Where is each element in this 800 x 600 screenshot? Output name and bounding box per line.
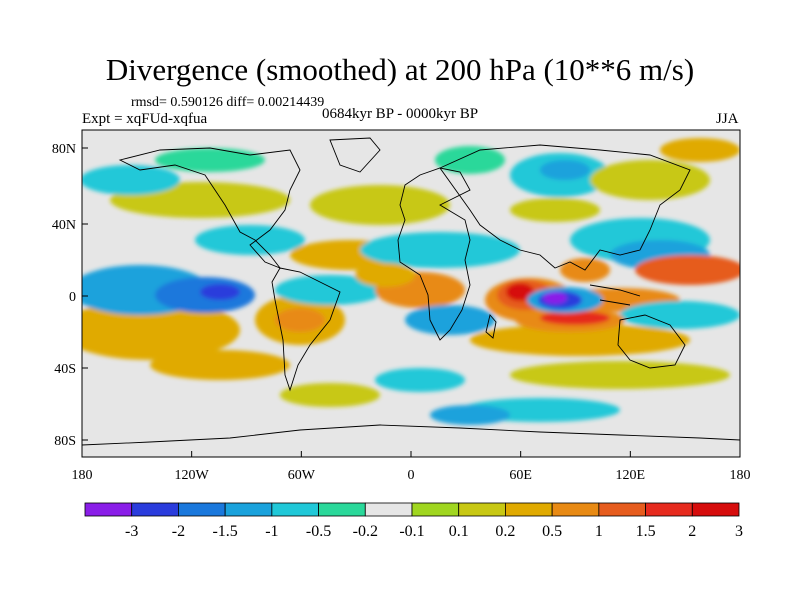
lon-tick-label: 0 xyxy=(408,468,415,483)
europe-africa-coast xyxy=(397,167,471,341)
lat-tick-label: 80N xyxy=(52,142,76,157)
field-patch xyxy=(510,361,730,389)
colorbar-swatch xyxy=(271,502,319,517)
field-patch xyxy=(590,160,710,200)
field-patch xyxy=(470,324,690,356)
colorbar-label: -2 xyxy=(172,523,185,540)
colorbar-swatch xyxy=(691,502,740,517)
colorbar-swatch xyxy=(551,502,600,517)
field-patch xyxy=(405,305,495,335)
field-patch xyxy=(355,263,415,287)
colorbar-label: 0.5 xyxy=(542,523,562,540)
colorbar-label: 3 xyxy=(735,523,743,540)
field-patch xyxy=(540,160,590,180)
lon-tick-label: 180 xyxy=(72,468,93,483)
lat-tick-label: 40S xyxy=(54,362,76,377)
greenland-coast xyxy=(329,137,381,173)
madagascar-coast xyxy=(485,314,497,339)
asia-coast xyxy=(439,144,691,271)
indonesia-coast xyxy=(589,284,641,306)
colorbar-swatch xyxy=(224,502,273,517)
field-patch xyxy=(435,146,505,174)
field-patch xyxy=(155,148,265,172)
field-patch xyxy=(82,300,240,360)
colorbar-swatch xyxy=(84,502,133,517)
colorbar-swatch xyxy=(505,502,553,517)
colorbar-swatch xyxy=(364,502,413,517)
colorbar: -3 -2 -1.5 -1 -0.5 -0.2 -0.1 0.1 0.2 0.5 1 1.5 2 3 xyxy=(84,502,743,540)
field-patch xyxy=(543,292,567,304)
colorbar-swatch xyxy=(645,502,693,517)
field-patch xyxy=(82,165,180,195)
field-patch xyxy=(430,405,510,425)
lat-tick-label: 0 xyxy=(69,290,76,305)
field-patch xyxy=(195,225,305,255)
field-patch xyxy=(275,275,385,305)
colorbar-label: 2 xyxy=(688,523,696,540)
field-patch xyxy=(150,350,290,380)
colorbar-label: 0.2 xyxy=(495,523,515,540)
map-axes: 180 120W 60W 0 60E 120E 180 80N 40N 0 40S 80S xyxy=(52,142,751,483)
field-patch xyxy=(200,284,240,300)
lon-tick-label: 60W xyxy=(288,468,316,483)
field-patch xyxy=(620,301,740,329)
colorbar-label: -0.1 xyxy=(399,523,424,540)
lon-tick-label: 180 xyxy=(730,468,751,483)
field-patch xyxy=(635,255,740,285)
field-patch xyxy=(275,308,325,332)
field-patch xyxy=(510,198,600,222)
experiment-label: Expt = xqFUd-xqfua xyxy=(82,111,208,127)
colorbar-swatch xyxy=(178,502,226,517)
coastlines xyxy=(82,137,740,446)
lat-tick-label: 80S xyxy=(54,434,76,449)
plot-title: Divergence (smoothed) at 200 hPa (10**6 … xyxy=(105,52,695,87)
australia-coast xyxy=(617,314,686,369)
colorbar-swatch xyxy=(598,502,646,517)
field-patch xyxy=(280,383,380,407)
rmsd-label: rmsd= 0.590126 diff= 0.00214439 xyxy=(131,95,325,110)
divergence-field xyxy=(82,130,740,457)
field-patch xyxy=(660,138,740,162)
lon-tick-label: 120E xyxy=(616,468,646,483)
lon-tick-label: 120W xyxy=(175,468,210,483)
colorbar-swatch xyxy=(411,502,460,517)
south-america-coast xyxy=(271,267,341,392)
field-patch xyxy=(375,368,465,392)
colorbar-label: -1 xyxy=(265,523,278,540)
antarctica-coast xyxy=(82,424,740,446)
field-patch xyxy=(506,283,534,301)
period-label: 0684kyr BP - 0000kyr BP xyxy=(321,106,479,122)
lat-tick-label: 40N xyxy=(52,218,76,233)
colorbar-label: -0.2 xyxy=(353,523,378,540)
colorbar-label: -0.5 xyxy=(306,523,331,540)
north-america-coast xyxy=(118,147,301,270)
season-label: JJA xyxy=(716,111,739,127)
field-patch xyxy=(310,185,450,225)
colorbar-swatch xyxy=(458,502,506,517)
colorbar-label: -3 xyxy=(125,523,138,540)
colorbar-swatch xyxy=(318,502,366,517)
lon-tick-label: 60E xyxy=(509,468,532,483)
colorbar-label: 0.1 xyxy=(449,523,469,540)
field-patch xyxy=(540,311,610,325)
colorbar-label: 1.5 xyxy=(636,523,656,540)
colorbar-swatch xyxy=(131,502,179,517)
colorbar-label: -1.5 xyxy=(212,523,237,540)
colorbar-label: 1 xyxy=(595,523,603,540)
